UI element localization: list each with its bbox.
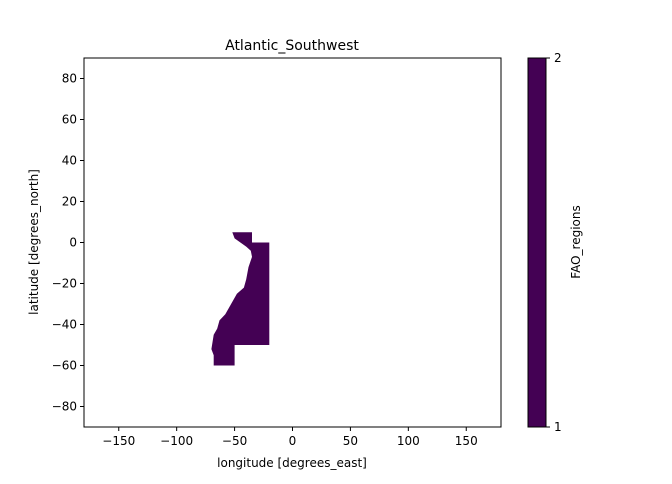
x-tick-label: 50	[343, 434, 358, 448]
chart-title: Atlantic_Southwest	[225, 38, 359, 54]
x-tick-label: −50	[222, 434, 247, 448]
y-tick-label: 40	[62, 154, 77, 168]
colorbar-fill	[527, 57, 547, 428]
x-tick-label: 150	[455, 434, 478, 448]
x-axis-ticks: −150 −100 −50 0 50 100 150	[102, 427, 478, 448]
y-tick-label: −40	[52, 318, 77, 332]
y-tick-label: 0	[69, 236, 77, 250]
y-axis-ticks: 80 60 40 20 0 −20 −40 −60 −80	[52, 72, 84, 414]
plot-area	[83, 57, 502, 428]
x-tick-label: −100	[160, 434, 193, 448]
y-tick-label: 20	[62, 195, 77, 209]
y-tick-label: −60	[52, 359, 77, 373]
y-tick-label: −20	[52, 277, 77, 291]
axes-frame	[83, 57, 502, 428]
y-tick-label: −80	[52, 400, 77, 414]
y-tick-label: 60	[62, 113, 77, 127]
colorbar-max-label: 2	[554, 51, 562, 65]
y-axis-label: latitude [degrees_north]	[27, 169, 41, 315]
x-tick-label: −150	[102, 434, 135, 448]
y-tick-label: 80	[62, 72, 77, 86]
x-tick-label: 0	[289, 434, 297, 448]
x-axis-label: longitude [degrees_east]	[217, 456, 367, 470]
colorbar-min-label: 1	[554, 420, 562, 434]
colorbar: 2 1 FAO_regions	[527, 51, 583, 434]
colorbar-label: FAO_regions	[569, 205, 583, 278]
atlantic-southwest-region	[211, 232, 270, 366]
x-tick-label: 100	[397, 434, 420, 448]
